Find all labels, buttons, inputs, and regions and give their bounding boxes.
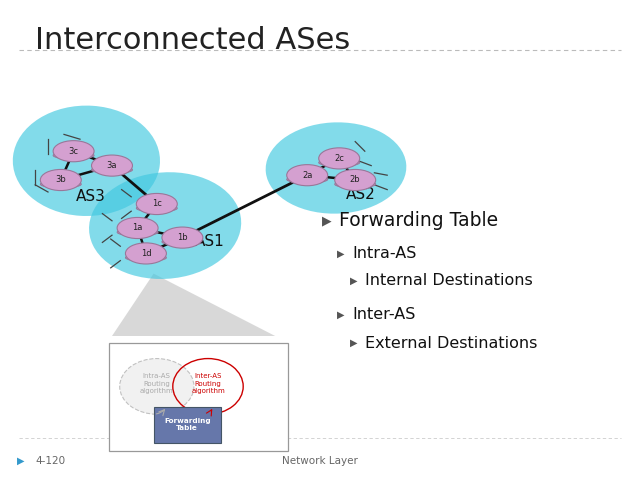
Ellipse shape — [117, 217, 158, 239]
Ellipse shape — [53, 141, 94, 162]
Text: 1d: 1d — [141, 249, 151, 258]
Text: 1b: 1b — [177, 233, 188, 242]
Ellipse shape — [125, 254, 166, 261]
Ellipse shape — [335, 180, 376, 188]
Ellipse shape — [125, 243, 166, 264]
Ellipse shape — [136, 204, 177, 212]
Ellipse shape — [287, 176, 328, 183]
Text: Interconnected ASes: Interconnected ASes — [35, 26, 351, 55]
Text: 4-120: 4-120 — [35, 456, 65, 466]
Ellipse shape — [92, 155, 132, 176]
Ellipse shape — [319, 159, 360, 167]
Ellipse shape — [287, 165, 328, 186]
FancyBboxPatch shape — [109, 343, 288, 451]
Ellipse shape — [40, 180, 81, 188]
Ellipse shape — [162, 227, 203, 248]
Ellipse shape — [40, 169, 81, 191]
Text: 3c: 3c — [68, 147, 79, 156]
Text: 3b: 3b — [56, 176, 66, 184]
Ellipse shape — [92, 166, 132, 174]
Text: ▶: ▶ — [349, 338, 357, 348]
Text: 2b: 2b — [350, 176, 360, 184]
Ellipse shape — [53, 152, 94, 159]
Text: Intra-AS: Intra-AS — [352, 246, 417, 261]
Text: ▶: ▶ — [337, 310, 344, 319]
Text: Forwarding Table: Forwarding Table — [339, 211, 499, 230]
Text: AS1: AS1 — [195, 234, 225, 249]
Text: Network Layer: Network Layer — [282, 456, 358, 466]
Ellipse shape — [319, 148, 360, 169]
Text: AS2: AS2 — [346, 187, 375, 202]
Ellipse shape — [162, 238, 203, 245]
Ellipse shape — [136, 193, 177, 215]
Polygon shape — [112, 274, 275, 336]
Text: 3a: 3a — [107, 161, 117, 170]
FancyBboxPatch shape — [154, 407, 221, 443]
Text: External Destinations: External Destinations — [365, 336, 537, 351]
Text: Internal Destinations: Internal Destinations — [365, 273, 532, 288]
Ellipse shape — [266, 122, 406, 214]
Text: Inter-AS
Routing
algorithm: Inter-AS Routing algorithm — [191, 373, 225, 395]
Text: 2c: 2c — [334, 154, 344, 163]
Text: Forwarding
Table: Forwarding Table — [164, 418, 211, 432]
Ellipse shape — [13, 106, 160, 216]
Text: Inter-AS: Inter-AS — [352, 307, 415, 322]
Text: ▶: ▶ — [17, 456, 24, 466]
Ellipse shape — [120, 359, 194, 414]
Text: ▶: ▶ — [322, 214, 332, 228]
Ellipse shape — [117, 228, 158, 236]
Text: ▶: ▶ — [349, 276, 357, 286]
Text: Intra-AS
Routing
algorithm: Intra-AS Routing algorithm — [140, 373, 173, 395]
Ellipse shape — [89, 172, 241, 279]
Ellipse shape — [335, 169, 376, 191]
Text: 2a: 2a — [302, 171, 312, 180]
Text: 1c: 1c — [152, 200, 162, 208]
Text: ▶: ▶ — [337, 249, 344, 258]
Text: 1a: 1a — [132, 224, 143, 232]
Text: AS3: AS3 — [76, 189, 106, 204]
